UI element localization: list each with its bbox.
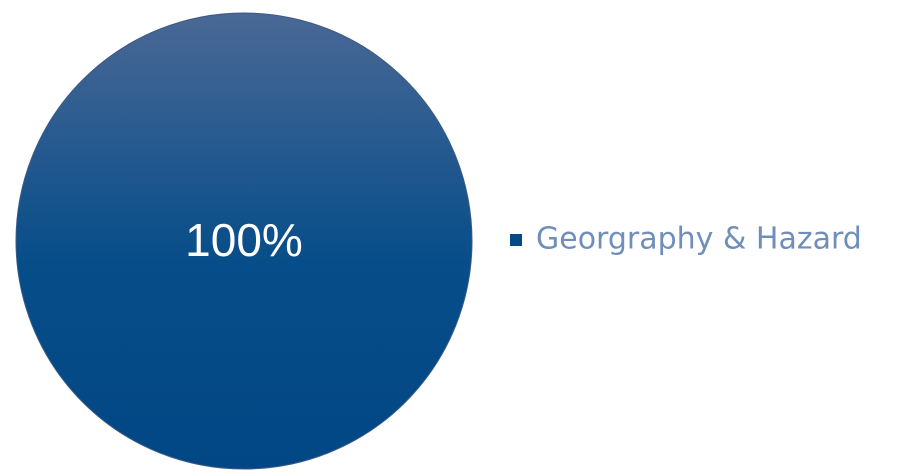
data-label: 100%: [185, 214, 303, 266]
legend-swatch: [510, 234, 522, 246]
pie-slice: [15, 12, 473, 470]
legend: Georgraphy & Hazard: [510, 222, 862, 257]
legend-label: Georgraphy & Hazard: [536, 222, 862, 257]
plot-area: 100%: [15, 12, 473, 470]
